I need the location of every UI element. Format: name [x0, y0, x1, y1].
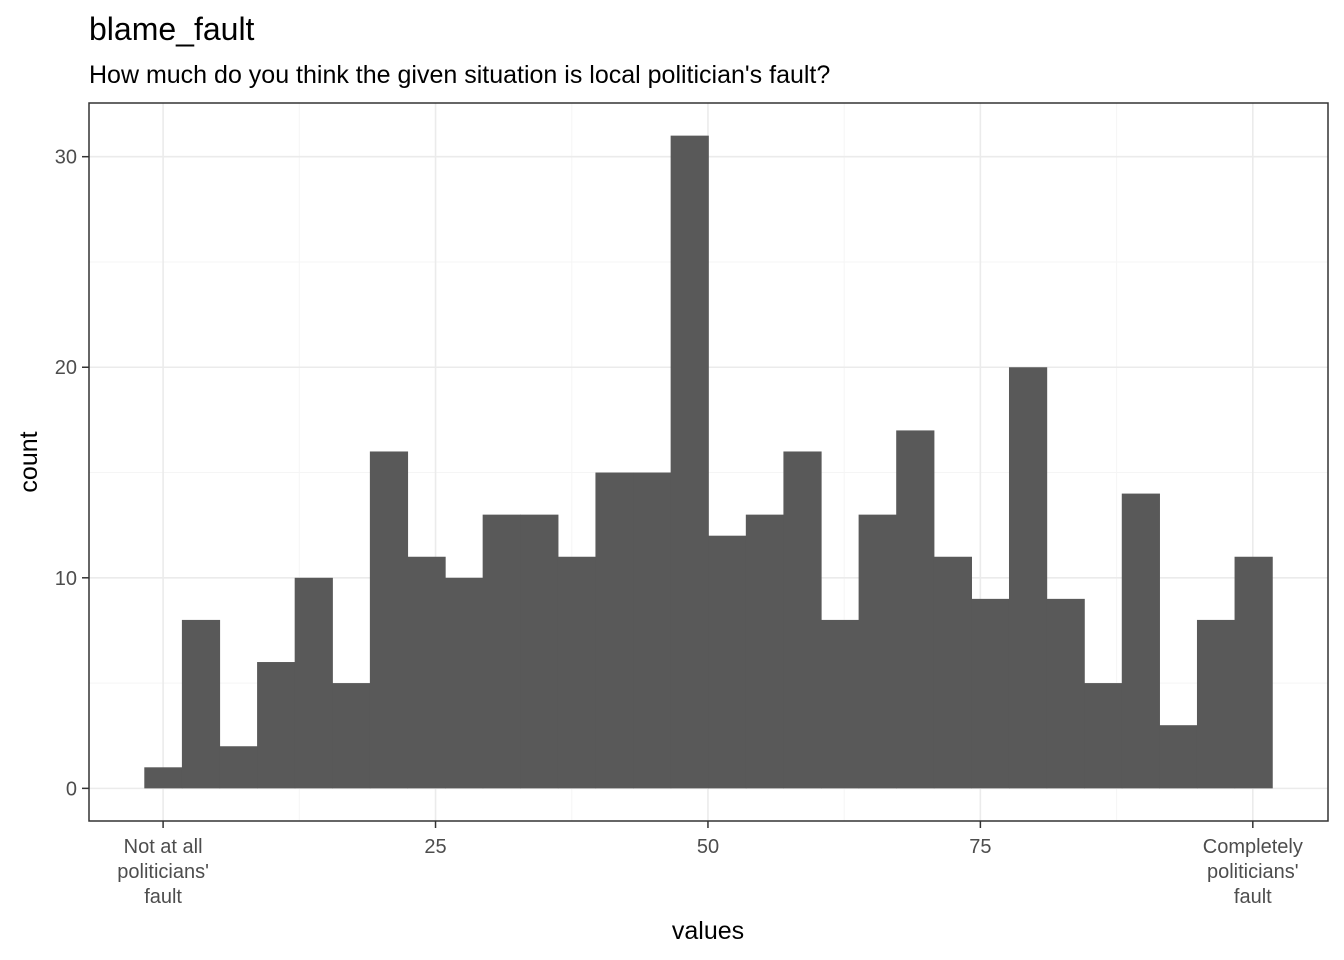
histogram-bars — [144, 135, 1273, 789]
histogram-bar — [332, 683, 371, 789]
x-tick-label: Completely politicians' fault — [1203, 836, 1303, 908]
histogram-bar — [144, 767, 183, 789]
x-tick-label-line: politicians' — [117, 861, 209, 883]
x-tick-label-line: 75 — [969, 836, 991, 858]
y-tick-label: 30 — [55, 147, 77, 169]
histogram-bar — [633, 472, 672, 789]
histogram-bar — [482, 514, 521, 789]
histogram-bar — [219, 746, 258, 789]
histogram-bar — [1084, 683, 1123, 789]
histogram-bar — [821, 619, 860, 789]
histogram-bar — [1196, 619, 1236, 789]
x-tick-label-line: fault — [1234, 886, 1272, 908]
x-tick-label-line: 25 — [424, 836, 446, 858]
x-tick-label-line: politicians' — [1207, 861, 1299, 883]
histogram-bar — [1046, 598, 1085, 789]
histogram-bar — [1008, 367, 1048, 789]
y-tick-label: 0 — [66, 778, 77, 800]
x-tick-label: 50 — [697, 836, 719, 858]
x-tick-label: Not at all politicians' fault — [117, 836, 209, 908]
histogram-bar — [708, 535, 747, 789]
x-tick-label-line: fault — [144, 886, 182, 908]
x-tick-label: 25 — [424, 836, 446, 858]
histogram-bar — [783, 451, 822, 789]
histogram-bar — [595, 472, 634, 789]
chart-title: blame_fault — [89, 11, 255, 47]
histogram-bar — [858, 514, 897, 789]
histogram-bar — [971, 598, 1010, 789]
x-axis-ticks: Not at all politicians' fault 25 50 75 Complet… — [117, 821, 1303, 908]
histogram-bar — [1159, 725, 1198, 789]
x-tick-label-line: 50 — [697, 836, 719, 858]
x-axis-title: values — [672, 917, 744, 945]
histogram-bar — [294, 577, 333, 789]
histogram-bar — [257, 662, 296, 789]
histogram-bar — [933, 556, 972, 789]
y-axis-title: count — [15, 431, 43, 492]
y-tick-label: 20 — [55, 357, 77, 379]
histogram-bar — [520, 514, 559, 789]
x-tick-label-line: Completely — [1203, 836, 1303, 858]
histogram-bar — [1234, 556, 1273, 789]
histogram-bar — [896, 430, 935, 789]
histogram-bar — [369, 451, 409, 789]
histogram-bar — [1121, 493, 1160, 789]
histogram-bar — [181, 619, 221, 789]
histogram-bar — [745, 514, 785, 789]
x-tick-label-line: Not at all — [124, 836, 203, 858]
y-axis-ticks: 0 10 20 30 — [55, 147, 89, 800]
histogram-bar — [407, 556, 446, 789]
chart-subtitle: How much do you think the given situatio… — [89, 61, 830, 89]
histogram-bar — [670, 135, 709, 789]
histogram-bar — [445, 577, 484, 789]
histogram-bar — [557, 556, 597, 789]
x-tick-label: 75 — [969, 836, 991, 858]
y-tick-label: 10 — [55, 568, 77, 590]
